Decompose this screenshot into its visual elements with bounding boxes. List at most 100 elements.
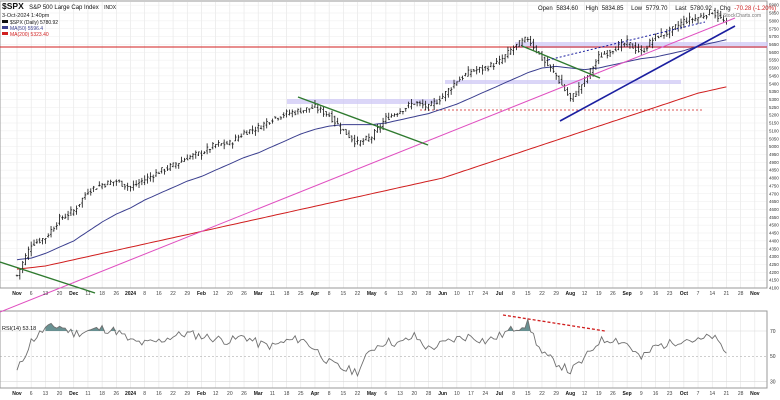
- x-tick-label: 22: [355, 391, 361, 397]
- rsi-line: [16, 317, 727, 378]
- x-tick-label: 16: [156, 391, 162, 397]
- x-tick-label: Nov: [12, 291, 22, 297]
- x-tick-label: 13: [397, 291, 403, 297]
- green-trendline-april: [297, 96, 429, 146]
- ohlc-bar: [279, 116, 283, 120]
- ohlc-bar: [100, 183, 104, 190]
- ohlc-bar: [291, 109, 294, 118]
- ohlc-bar: [362, 138, 365, 145]
- x-tick-label: 22: [539, 291, 545, 297]
- ohlc-bar: [489, 61, 493, 68]
- ohlc-bar: [237, 134, 240, 142]
- x-tick-label: 19: [596, 291, 602, 297]
- ohlc-bar: [435, 99, 439, 105]
- y-tick-label: 4700: [769, 191, 779, 196]
- ohlc-bar: [188, 154, 192, 160]
- ohlc-bar: [396, 112, 399, 117]
- y-tick-label: 4400: [769, 238, 779, 243]
- ohlc-bar: [132, 180, 135, 191]
- index-name: S&P 500 Large Cap Index: [29, 5, 99, 11]
- ohlc-bar: [140, 177, 144, 186]
- x-tick-label: Sep: [623, 291, 632, 297]
- ohlc-bar: [484, 66, 487, 71]
- ohlc-bar: [47, 233, 50, 238]
- x-tick-label: 23: [667, 291, 673, 297]
- x-tick-label: 21: [724, 291, 730, 297]
- ohlc-bar: [688, 12, 691, 25]
- ohlc-bar: [197, 151, 200, 157]
- x-tick-label: 28: [426, 391, 432, 397]
- ohlc-bar: [265, 118, 268, 129]
- ohlc-bar: [276, 117, 280, 121]
- ohlc-bar: [509, 47, 512, 55]
- ohlc-bar: [628, 42, 632, 49]
- ohlc-bar: [393, 113, 396, 117]
- y-tick-label: 4600: [769, 207, 779, 212]
- ohlc-bar: [75, 205, 78, 215]
- ma200-line: [16, 86, 727, 270]
- y-tick-label: 5900: [769, 3, 779, 8]
- ohlc-bar: [577, 82, 581, 97]
- ohlc-bar: [220, 143, 223, 146]
- x-tick-label: 13: [43, 291, 49, 297]
- x-tick-label: 13: [43, 391, 49, 397]
- y-tick-label: 5800: [769, 18, 779, 23]
- ohlc-bar: [449, 87, 453, 95]
- ohlc-bar: [359, 140, 362, 147]
- ohlc-bar: [384, 112, 388, 125]
- price-panel-border: [0, 0, 768, 289]
- x-tick-label: May: [367, 391, 377, 397]
- y-tick-label: 5550: [769, 58, 779, 63]
- price-grid: [0, 2, 767, 289]
- x-tick-label: 20: [227, 391, 233, 397]
- x-tick-label: 25: [298, 291, 304, 297]
- ohlc-bar: [529, 35, 532, 46]
- support-band-august: [445, 80, 681, 84]
- ohlc-bar: [719, 10, 722, 19]
- x-tick-label: Nov: [12, 391, 22, 397]
- x-tick-label: Mar: [254, 291, 263, 297]
- pink-uptrend-line: [0, 17, 736, 313]
- ohlc-bar: [603, 50, 606, 55]
- ohlc-bar: [370, 136, 373, 144]
- ohlc-bar: [441, 93, 444, 99]
- ohlc-bar: [671, 26, 674, 37]
- chg-label: Chg: [720, 6, 731, 12]
- ohlc-bar: [716, 9, 720, 22]
- ohlc-bar: [512, 45, 515, 56]
- ohlc-bar: [350, 135, 354, 143]
- x-tick-label: 8: [328, 291, 331, 297]
- ohlc-bar: [398, 108, 402, 115]
- ohlc-bar: [171, 162, 175, 168]
- x-tick-label: 20: [57, 291, 63, 297]
- ohlc-bar: [526, 36, 529, 42]
- ohlc-bar: [336, 117, 339, 125]
- rsi-y-tick-label: 30: [770, 379, 776, 385]
- rsi-y-tick-label: 50: [770, 354, 776, 360]
- last-value: 5780.92: [690, 6, 712, 12]
- ohlc-bar: [234, 134, 237, 142]
- watermark: © StockCharts.com: [718, 12, 761, 19]
- ohlc-bar: [126, 182, 129, 191]
- chg-value: -70.28 (-1.20%): [734, 6, 776, 12]
- y-tick-label: 5000: [769, 144, 779, 149]
- ohlc-bar: [103, 183, 107, 188]
- ohlc-bar: [41, 237, 44, 245]
- ohlc-bar: [523, 36, 527, 43]
- ohlc-bar: [38, 237, 41, 244]
- x-tick-label: 19: [596, 391, 602, 397]
- ohlc-bar: [631, 43, 634, 49]
- ohlc-bar: [611, 50, 615, 55]
- ohlc-bar: [86, 188, 90, 195]
- x-tick-label: 12: [582, 391, 588, 397]
- ohlc-bar: [27, 246, 30, 260]
- price-y-axis: 4100 4150 4200 4250 4300 4350 4400 4450 4500 4550…: [769, 3, 779, 291]
- ohlc-bar: [569, 92, 572, 102]
- ohlc-bar: [98, 181, 101, 187]
- ohlc-bar: [696, 17, 700, 24]
- ohlc-bar: [478, 66, 481, 73]
- ohlc-bar: [194, 150, 197, 159]
- ohlc-bar: [106, 180, 110, 186]
- ohlc-bar: [24, 253, 27, 266]
- x-tick-label: 26: [241, 291, 247, 297]
